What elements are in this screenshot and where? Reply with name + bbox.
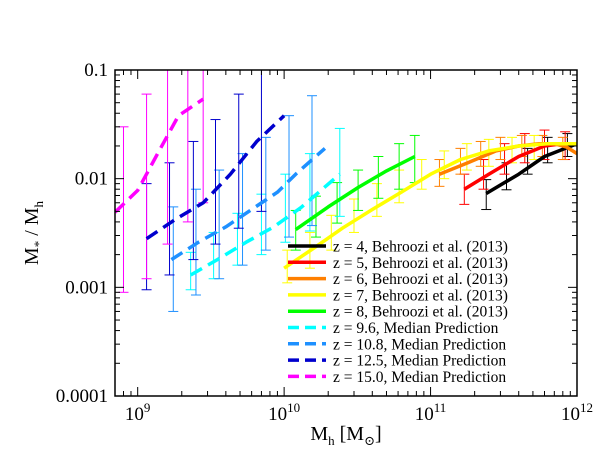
x-tick-label: 109 [125,400,151,425]
y-tick-label: 0.0001 [56,386,108,407]
legend-label-z-12-5-median-prediction: z = 12.5, Median Prediction [333,353,506,370]
legend-label-z-4-behroozi-et-al-2013: z = 4, Behroozi et al. (2013) [333,239,508,256]
series-lines [115,97,577,277]
series-line-z-15-0-median-prediction [115,97,205,214]
series-line-z-12-5-median-prediction [145,114,286,241]
axis-ticks [114,69,578,397]
x-tick-label: 1011 [415,400,447,425]
y-tick-labels: 0.0001 0.001 0.01 0.1 [56,60,108,407]
legend-label-z-8-behroozi-et-al-2013: z = 8, Behroozi et al. (2013) [333,304,508,321]
x-tick-label: 1010 [268,400,300,425]
legend: z = 4, Behroozi et al. (2013)z = 5, Behr… [288,239,508,386]
x-tick-label: 1012 [561,400,593,425]
y-tick-label: 0.1 [84,60,108,81]
legend-label-z-5-behroozi-et-al-2013: z = 5, Behroozi et al. (2013) [333,255,508,272]
legend-label-z-10-8-median-prediction: z = 10.8, Median Prediction [333,336,506,353]
plot-frame [114,69,578,397]
legend-label-z-6-behroozi-et-al-2013: z = 6, Behroozi et al. (2013) [333,271,508,288]
legend-label-z-7-behroozi-et-al-2013: z = 7, Behroozi et al. (2013) [333,287,508,304]
series-line-z-8-behroozi-et-al-2013 [294,154,416,232]
legend-label-z-9-6-median-prediction: z = 9.6, Median Prediction [333,320,499,337]
series-line-z-4-behroozi-et-al-2013 [485,142,577,196]
x-axis-title: Mh [M⊙] [310,423,381,448]
series-line-z-9-6-median-prediction [189,172,341,277]
series-line-z-7-behroozi-et-al-2013 [283,141,577,270]
y-tick-label: 0.01 [75,169,108,190]
series-line-z-10-8-median-prediction [170,147,327,262]
y-axis-title: M* / Mh [21,200,46,265]
legend-label-z-15-0-median-prediction: z = 15.0, Median Prediction [333,369,506,386]
y-tick-label: 0.001 [65,277,108,298]
x-tick-labels: 109 1010 1011 1012 [125,400,593,425]
